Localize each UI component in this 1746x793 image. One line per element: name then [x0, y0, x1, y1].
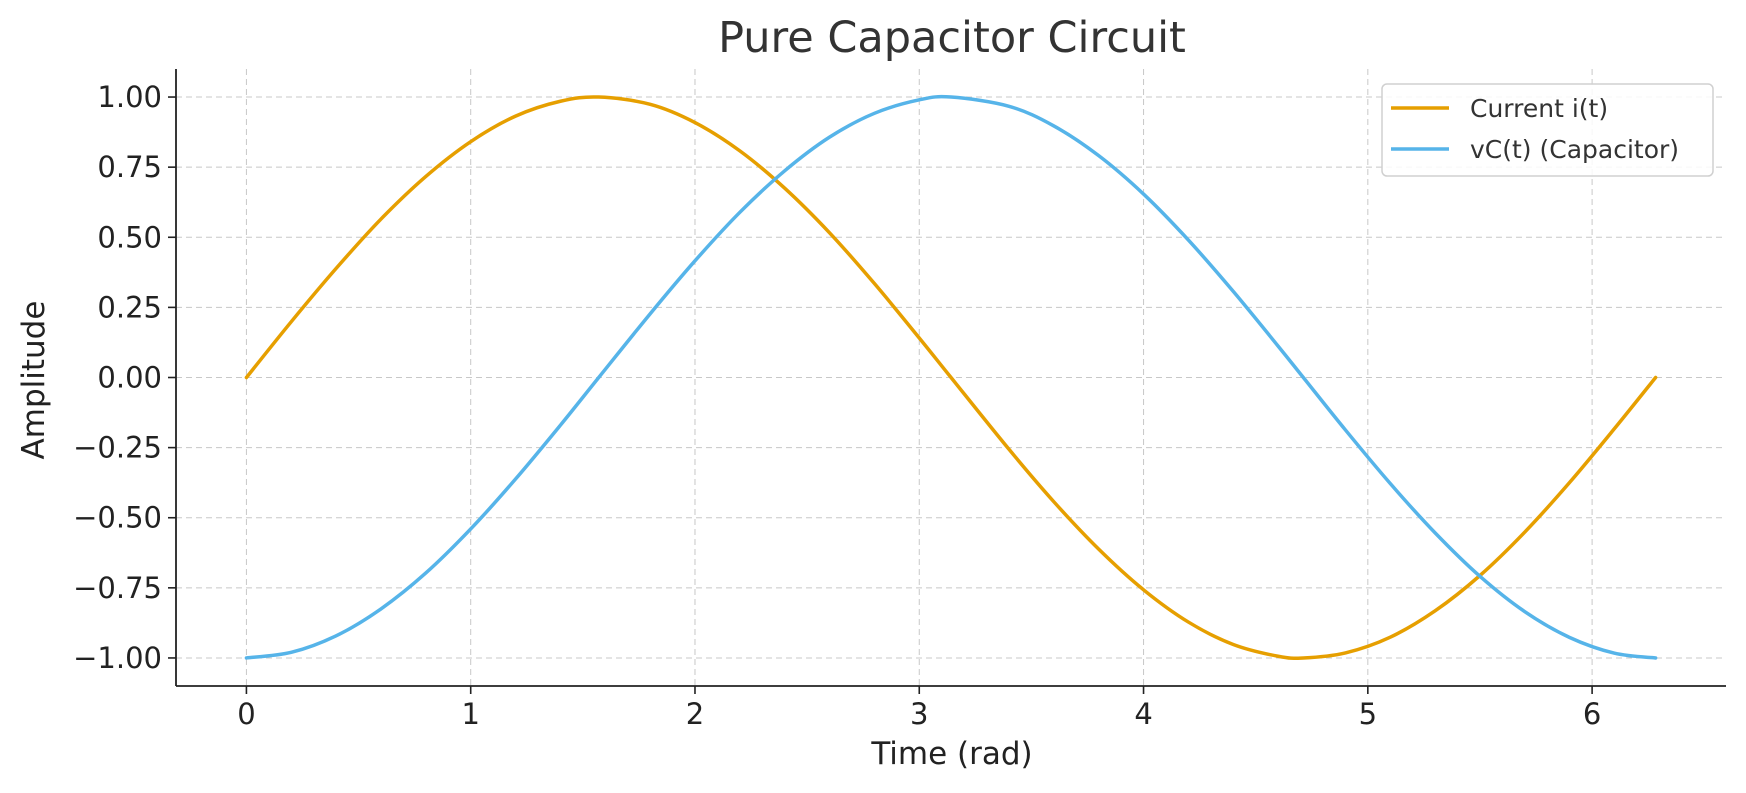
- x-tick-label: 6: [1583, 697, 1601, 731]
- x-ticks: 0 1 2 3 4 5 6: [237, 686, 1601, 731]
- x-tick-label: 3: [910, 697, 928, 731]
- y-tick-label: −1.00: [73, 641, 162, 675]
- x-tick-label: 2: [686, 697, 704, 731]
- y-axis-label: Amplitude: [16, 301, 52, 460]
- y-tick-label: 0.50: [97, 220, 162, 254]
- x-tick-label: 5: [1359, 697, 1377, 731]
- legend-label-capacitor-voltage: vC(t) (Capacitor): [1470, 135, 1679, 164]
- x-tick-label: 4: [1134, 697, 1152, 731]
- chart-title: Pure Capacitor Circuit: [718, 13, 1186, 63]
- y-tick-label: −0.75: [73, 571, 162, 605]
- y-tick-label: 1.00: [97, 80, 162, 114]
- series-line-current: [244, 95, 1658, 661]
- x-tick-label: 0: [237, 697, 255, 731]
- legend-box: [1381, 83, 1714, 177]
- y-tick-label: 0.00: [97, 361, 162, 395]
- y-tick-label: 0.75: [97, 150, 162, 184]
- legend-label-current: Current i(t): [1470, 94, 1608, 123]
- legend: Current i(t) vC(t) (Capacitor): [1381, 83, 1714, 177]
- y-tick-label: 0.25: [97, 290, 162, 324]
- y-ticks: −1.00 −0.75 −0.50 −0.25 0.00 0.25 0.50 0.75 1.00: [73, 80, 176, 675]
- series-line-capacitor-voltage: [244, 94, 1658, 660]
- series-layer: [244, 94, 1658, 661]
- y-tick-label: −0.25: [73, 431, 162, 465]
- x-axis-label: Time (rad): [870, 736, 1032, 772]
- y-tick-label: −0.50: [73, 501, 162, 535]
- x-tick-label: 1: [461, 697, 479, 731]
